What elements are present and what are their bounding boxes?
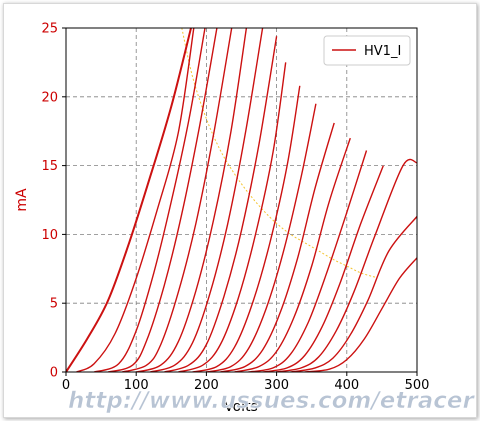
watermark-url: http://www.ussues.com/etracer bbox=[68, 388, 475, 414]
plot-border bbox=[65, 27, 418, 373]
max-dissipation-curve bbox=[181, 28, 376, 278]
plate-curve-5 bbox=[122, 28, 233, 372]
legend: HV1_I bbox=[323, 35, 411, 66]
plate-curve-10 bbox=[192, 85, 301, 372]
y-tick-label-20: 20 bbox=[41, 90, 58, 105]
x-tick-label-100: 100 bbox=[124, 378, 149, 393]
y-tick-label-10: 10 bbox=[41, 228, 58, 243]
chart-frame: 0 100 200 300 400 500 0 5 10 15 20 25 mA Volts HV1… bbox=[3, 3, 477, 418]
x-tick-label-200: 200 bbox=[194, 378, 219, 393]
plate-curve-15 bbox=[262, 165, 384, 372]
plate-curve-9 bbox=[178, 62, 287, 372]
plate-characteristics-chart: 0 100 200 300 400 500 0 5 10 15 20 25 mA Volts HV1… bbox=[14, 22, 476, 416]
legend-box bbox=[323, 35, 411, 66]
plate-curve-13 bbox=[234, 137, 351, 372]
plate-curve-14 bbox=[248, 150, 368, 372]
y-tick-label-5: 5 bbox=[50, 297, 58, 312]
x-axis-label: Volts bbox=[224, 399, 258, 415]
plate-curve-8 bbox=[164, 36, 278, 372]
plate-curve-12 bbox=[220, 122, 335, 372]
plot-area bbox=[66, 28, 417, 372]
curves bbox=[66, 28, 417, 372]
y-axis-label: mA bbox=[14, 188, 30, 212]
plate-curve-2 bbox=[76, 28, 195, 372]
plate-curve-17 bbox=[290, 216, 417, 372]
x-tick-label-500: 500 bbox=[405, 378, 430, 393]
y-axis-ticks: 0 5 10 15 20 25 bbox=[41, 22, 66, 381]
y-tick-label-15: 15 bbox=[41, 159, 58, 174]
y-tick-label-25: 25 bbox=[41, 22, 58, 37]
x-tick-label-400: 400 bbox=[334, 378, 359, 393]
x-axis-ticks: 0 100 200 300 400 500 bbox=[62, 372, 430, 393]
plate-curve-11 bbox=[206, 103, 317, 372]
y-tick-label-0: 0 bbox=[50, 366, 58, 381]
plate-curve-7 bbox=[150, 28, 264, 372]
plate-curve-6 bbox=[136, 28, 248, 372]
plate-curve-4 bbox=[107, 28, 218, 372]
x-tick-label-0: 0 bbox=[62, 378, 70, 393]
plate-curve-16 bbox=[276, 158, 417, 372]
plate-curve-3 bbox=[93, 28, 206, 372]
plate-curve-18 bbox=[304, 257, 417, 372]
x-tick-label-300: 300 bbox=[264, 378, 289, 393]
legend-entry: HV1_I bbox=[364, 44, 401, 59]
plate-curve-1 bbox=[66, 28, 192, 372]
